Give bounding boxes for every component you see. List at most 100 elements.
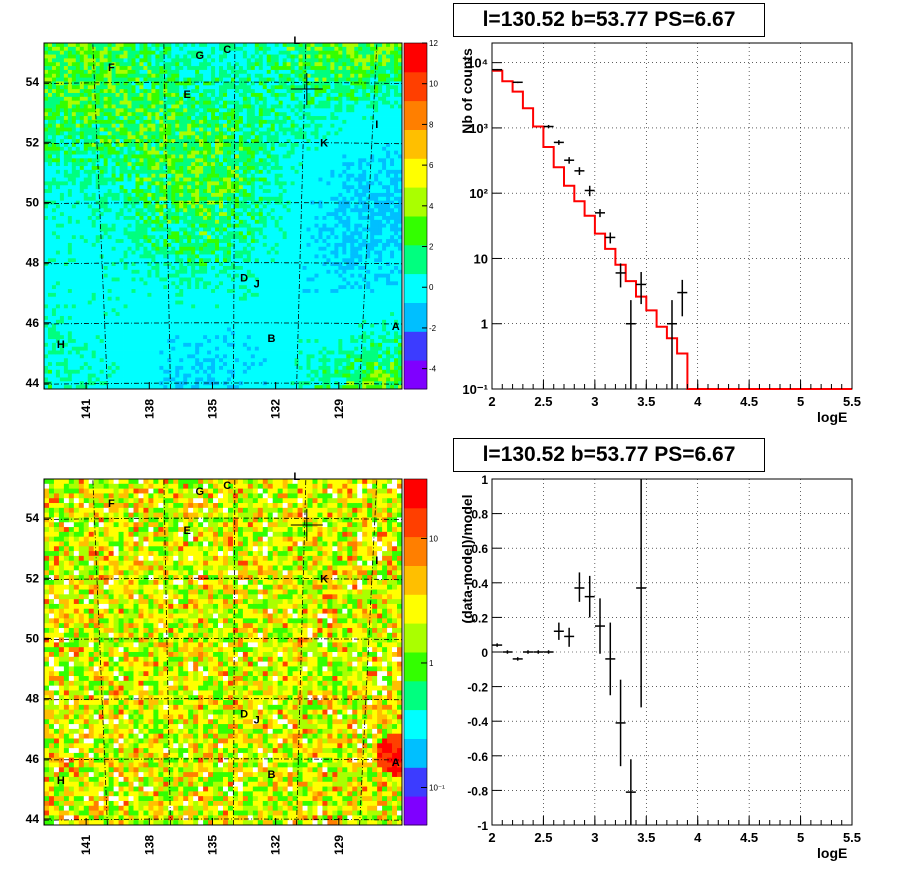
map-pixel	[219, 365, 224, 371]
map-pixel	[175, 177, 180, 182]
map-pixel	[230, 135, 236, 140]
map-pixel	[262, 50, 268, 55]
map-pixel	[183, 285, 188, 290]
map-pixel	[230, 154, 236, 159]
map-pixel	[103, 181, 109, 186]
map-pixel	[254, 289, 260, 294]
map-pixel	[111, 223, 116, 228]
map-pixel	[179, 181, 184, 186]
map-pixel	[191, 123, 196, 128]
map-pixel	[111, 250, 116, 255]
map-pixel	[59, 216, 65, 221]
map-pixel	[215, 369, 220, 375]
map-pixel	[219, 139, 224, 144]
map-pixel	[83, 166, 89, 171]
map-pixel	[107, 216, 113, 221]
map-pixel	[55, 231, 61, 236]
map-pixel	[131, 277, 136, 282]
map-pixel	[187, 350, 192, 355]
map-pixel	[59, 62, 65, 67]
map-pixel	[63, 54, 69, 59]
map-pixel	[159, 304, 164, 309]
map-pixel	[111, 242, 116, 248]
map-pixel	[246, 46, 252, 52]
map-pixel	[207, 150, 212, 155]
map-pixel	[67, 92, 73, 98]
map-pixel	[258, 223, 264, 228]
map-pixel	[203, 254, 208, 259]
map-pixel	[91, 196, 97, 202]
map-pixel	[123, 339, 128, 344]
map-pixel	[91, 362, 97, 367]
map-pixel	[87, 212, 93, 217]
map-pixel	[123, 154, 128, 159]
map-pixel	[250, 246, 256, 251]
map-pixel	[127, 77, 132, 82]
map-pixel	[155, 85, 160, 90]
map-pixel	[246, 142, 252, 148]
map-pixel	[167, 342, 172, 348]
map-pixel	[131, 219, 136, 225]
map-pixel	[103, 292, 109, 298]
map-pixel	[179, 277, 184, 282]
map-pixel	[230, 377, 236, 382]
map-pixel	[71, 331, 77, 336]
map-pixel	[175, 381, 180, 386]
map-pixel	[71, 96, 77, 102]
map-pixel	[191, 323, 196, 328]
map-pixel	[107, 196, 113, 202]
map-pixel	[187, 365, 192, 371]
map-pixel	[159, 173, 164, 178]
map-pixel	[258, 296, 264, 301]
map-pixel	[258, 127, 264, 132]
map-pixel	[258, 173, 264, 178]
map-pixel	[71, 108, 77, 113]
map-pixel	[135, 46, 140, 52]
map-pixel	[71, 362, 77, 367]
map-pixel	[179, 369, 184, 375]
map-pixel	[131, 231, 136, 236]
map-pixel	[242, 254, 248, 259]
map-pixel	[143, 346, 148, 351]
map-pixel	[139, 146, 144, 152]
map-pixel	[91, 69, 97, 75]
map-pixel	[151, 219, 156, 225]
map-pixel	[123, 200, 128, 205]
map-pixel	[226, 300, 232, 305]
map-pixel	[91, 269, 97, 275]
map-pixel	[107, 273, 113, 278]
map-pixel	[55, 196, 61, 202]
map-pixel	[119, 46, 124, 52]
map-pixel	[167, 258, 172, 263]
map-pixel	[151, 123, 156, 128]
map-pixel	[242, 73, 248, 78]
map-pixel	[175, 273, 180, 278]
map-pixel	[155, 354, 160, 359]
map-pixel	[246, 119, 252, 125]
map-pixel	[183, 58, 188, 63]
map-pixel	[51, 319, 57, 325]
map-pixel	[238, 250, 244, 255]
map-pixel	[147, 77, 152, 82]
map-pixel	[127, 96, 132, 102]
map-pixel	[99, 319, 105, 325]
map-pixel	[254, 362, 260, 367]
map-pixel	[159, 43, 164, 48]
map-pixel	[63, 265, 69, 271]
map-pixel	[258, 289, 264, 294]
map-pixel	[223, 277, 228, 282]
map-pixel	[230, 189, 236, 194]
map-pixel	[143, 123, 148, 128]
map-pixel	[215, 154, 220, 159]
map-pixel	[207, 304, 212, 309]
map-pixel	[223, 142, 228, 148]
map-pixel	[75, 162, 81, 167]
map-pixel	[91, 112, 97, 117]
map-pixel	[151, 158, 156, 163]
map-pixel	[123, 62, 128, 67]
map-pixel	[199, 385, 204, 390]
map-pixel	[207, 269, 212, 275]
map-pixel	[75, 323, 81, 328]
map-pixel	[83, 362, 89, 367]
map-pixel	[44, 100, 49, 105]
